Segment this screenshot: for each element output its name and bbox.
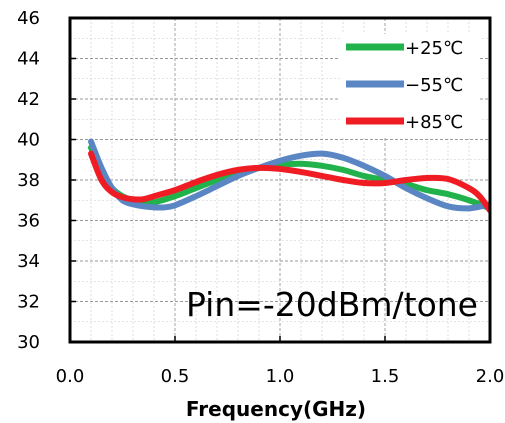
y-tick-label: 32 bbox=[17, 292, 40, 313]
legend-label: +25℃ bbox=[405, 38, 463, 59]
y-tick-label: 36 bbox=[17, 211, 40, 232]
annotation-text: Pin=-20dBm/tone bbox=[186, 285, 478, 324]
axis-ticks: 0.0 0.5 1.0 1.5 2.0 30 32 34 36 38 40 42 44 46 bbox=[17, 8, 504, 387]
y-tick-label: 38 bbox=[17, 170, 40, 191]
y-tick-label: 42 bbox=[17, 89, 40, 110]
legend-label: +85℃ bbox=[405, 112, 463, 133]
y-tick-label: 40 bbox=[17, 130, 40, 151]
y-tick-label: 46 bbox=[17, 8, 40, 29]
series-line-2 bbox=[88, 138, 490, 212]
y-tick-label: 30 bbox=[17, 332, 40, 353]
legend-label: −55℃ bbox=[405, 75, 463, 96]
y-tick-label: 34 bbox=[17, 251, 40, 272]
y-tick-label: 44 bbox=[17, 49, 40, 70]
series-line-3 bbox=[88, 150, 490, 214]
x-tick-label: 1.0 bbox=[266, 366, 295, 387]
series-lines bbox=[88, 138, 490, 214]
legend: +25℃ −55℃ +85℃ bbox=[340, 34, 480, 138]
x-tick-label: 0.5 bbox=[161, 366, 190, 387]
x-axis-title: Frequency(GHz) bbox=[186, 397, 366, 421]
x-tick-label: 0.0 bbox=[56, 366, 85, 387]
x-tick-label: 1.5 bbox=[371, 366, 400, 387]
x-tick-label: 2.0 bbox=[476, 366, 505, 387]
